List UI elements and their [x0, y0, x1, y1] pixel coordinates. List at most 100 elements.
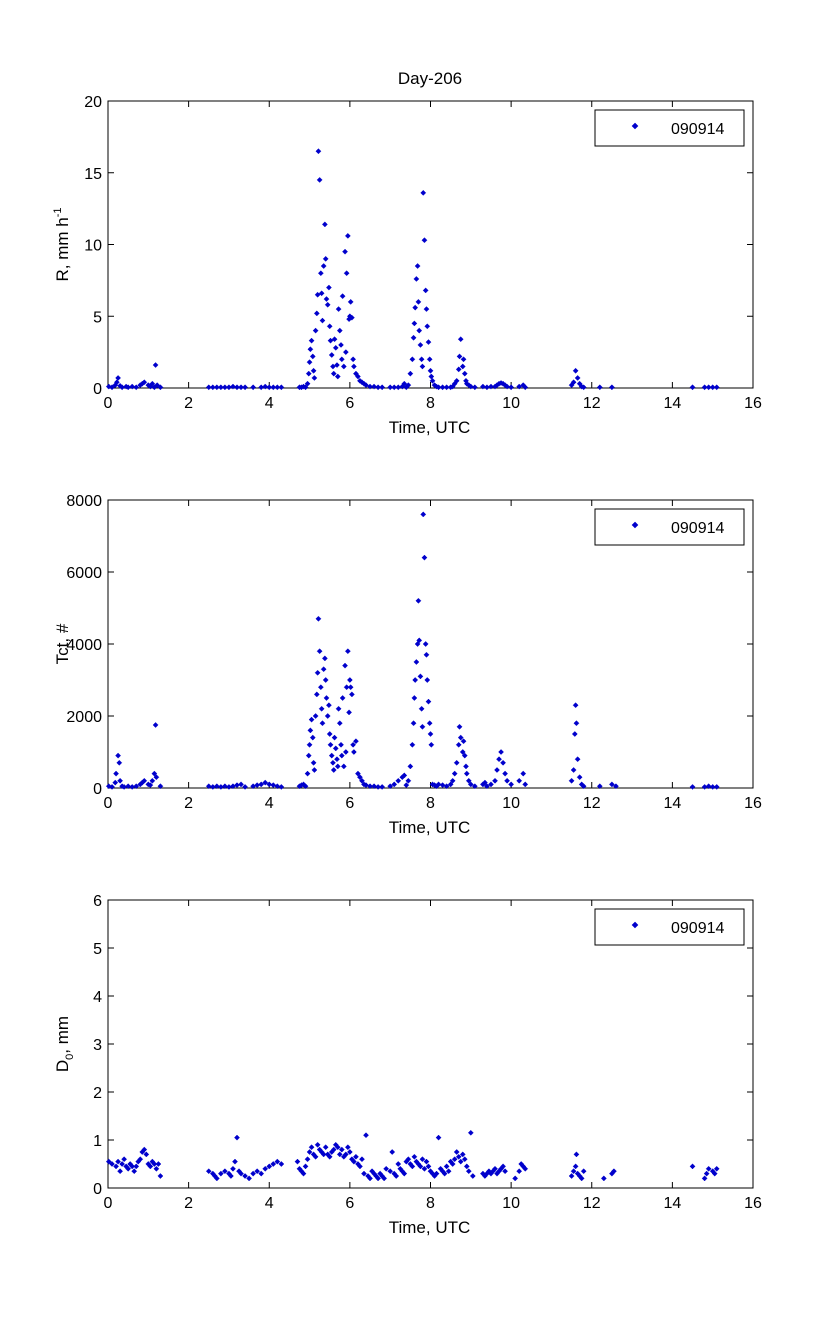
data-point: [461, 370, 468, 377]
y-tick-label: 10: [84, 238, 102, 255]
data-point: [433, 1170, 440, 1177]
data-point: [371, 783, 377, 790]
data-point: [338, 342, 344, 348]
data-point: [423, 306, 430, 312]
data-point: [217, 1170, 224, 1177]
data-point: [115, 752, 121, 759]
x-tick-label: 16: [744, 1195, 762, 1212]
data-point: [318, 705, 325, 712]
data-point: [112, 779, 119, 786]
data-series-2: [105, 511, 720, 790]
data-point: [357, 1163, 363, 1170]
data-point: [701, 1175, 708, 1182]
data-point: [409, 1163, 416, 1170]
data-point: [459, 749, 466, 755]
data-point: [328, 752, 335, 759]
data-point: [409, 356, 416, 363]
data-point: [311, 375, 318, 381]
data-point: [469, 1173, 476, 1179]
y-axis-label: Tct, #: [53, 623, 72, 664]
data-point: [133, 1163, 140, 1170]
data-point: [413, 659, 420, 665]
data-point: [330, 370, 337, 377]
data-point: [119, 1161, 125, 1167]
data-point: [705, 384, 712, 391]
data-point: [421, 554, 428, 561]
data-point: [209, 384, 216, 391]
y-tick-label: 20: [84, 94, 102, 111]
data-point: [336, 1151, 343, 1158]
data-series-3: [105, 1129, 720, 1182]
data-point: [266, 1163, 273, 1170]
data-point: [568, 1173, 575, 1179]
data-point: [459, 363, 466, 370]
data-point: [344, 233, 351, 239]
data-point: [309, 734, 316, 741]
data-point: [213, 783, 220, 790]
plot-area: [107, 499, 754, 789]
data-point: [205, 384, 212, 391]
data-series-1: [105, 148, 720, 391]
data-point: [465, 1168, 472, 1175]
data-point: [379, 784, 386, 790]
data-point: [453, 759, 460, 766]
data-point: [463, 763, 469, 770]
data-point: [258, 781, 265, 788]
data-point: [419, 363, 426, 370]
data-point: [492, 777, 498, 784]
data-point: [346, 1149, 353, 1155]
data-point: [421, 1165, 428, 1172]
data-point: [445, 1168, 452, 1175]
data-point: [512, 1175, 519, 1182]
y-tick-label: 5: [93, 309, 102, 326]
data-point: [420, 189, 427, 196]
data-point: [375, 1175, 381, 1182]
data-point: [435, 781, 442, 788]
data-point: [412, 677, 419, 683]
data-point: [574, 756, 581, 763]
data-point: [705, 783, 712, 790]
data-point: [492, 1165, 498, 1172]
data-point: [417, 673, 424, 680]
data-point: [596, 783, 603, 790]
data-point: [350, 741, 356, 748]
data-point: [336, 720, 343, 727]
data-point: [318, 290, 325, 297]
data-point: [115, 1158, 121, 1165]
data-point: [133, 384, 140, 391]
data-point: [713, 384, 720, 391]
data-point: [413, 276, 420, 282]
data-point: [315, 148, 322, 155]
data-point: [121, 1156, 128, 1163]
plot-area: [107, 899, 754, 1189]
data-point: [222, 783, 228, 790]
data-point: [461, 752, 468, 759]
x-tick-label: 6: [345, 395, 354, 412]
data-point: [234, 384, 240, 391]
data-point: [351, 1158, 357, 1165]
x-axis-label: Time, UTC: [389, 818, 471, 837]
data-point: [367, 383, 373, 390]
legend-marker: [631, 122, 639, 130]
data-point: [258, 1170, 265, 1177]
data-point: [401, 772, 408, 779]
data-point: [238, 781, 244, 788]
data-point: [343, 270, 350, 277]
data-point: [149, 380, 156, 387]
data-point: [302, 783, 309, 790]
data-point: [331, 336, 338, 343]
data-point: [426, 720, 433, 727]
data-point: [395, 1161, 402, 1167]
data-point: [428, 373, 435, 380]
data-point: [246, 1175, 252, 1182]
data-point: [522, 1165, 529, 1172]
y-tick-label: 0: [93, 781, 102, 798]
data-point: [701, 384, 708, 391]
x-tick-label: 8: [426, 795, 435, 812]
data-point: [250, 1170, 257, 1177]
data-point: [456, 353, 463, 360]
data-point: [242, 784, 248, 790]
data-point: [117, 1168, 123, 1175]
data-point: [711, 1170, 718, 1177]
